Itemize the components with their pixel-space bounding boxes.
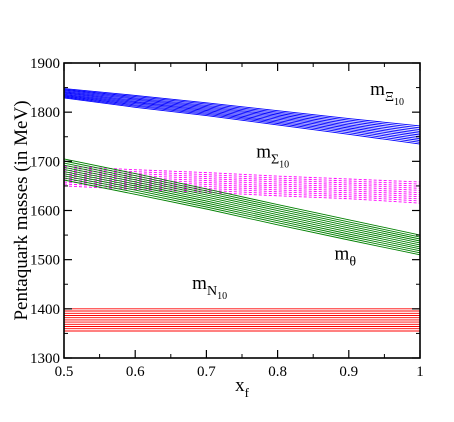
band-0-line [63,88,421,127]
x-tick-label: 0.8 [268,364,287,380]
band-0-line [63,90,421,132]
band-2-line [63,160,421,238]
band-0-line [63,89,421,131]
y-tick-label: 1900 [30,56,60,72]
y-tick-label: 1400 [30,302,60,318]
label-layer: 0.5 0.6 0.7 0.8 0.9 1 1300 1400 1500 1600 1700 1800… [11,56,424,400]
x-tick-label: 0.5 [55,364,74,380]
x-tick-label: 1 [416,364,424,380]
annotation-layer: mΞ10 mΣ10 mθ mN10 [192,79,404,302]
y-tick-label: 1300 [30,351,60,367]
series-label-1: mΣ10 [256,141,289,170]
tick-layer [63,62,421,359]
band-0-line [63,93,421,138]
band-0-line [63,94,421,140]
band-0-line [63,96,421,143]
band-0 [63,88,421,145]
band-1-line [63,165,421,183]
band-2-line [63,175,421,252]
band-2-line [63,171,421,248]
band-0-line [63,92,421,136]
x-axis-title: xf [235,375,250,400]
band-2-line [63,162,421,240]
x-tick-label: 0.7 [197,364,216,380]
band-2-line [63,173,421,250]
series-label-0: mΞ10 [370,79,404,108]
band-3 [64,308,420,332]
y-axis-title: Pentaquark masses (in MeV) [11,100,32,320]
band-1-line [63,173,421,191]
series-label-3: mN10 [192,273,227,302]
series-label-2: mθ [335,244,357,270]
band-0-line [63,89,421,129]
band-2-line [63,158,421,236]
y-tick-label: 1700 [30,154,60,170]
band-2-line [63,164,421,242]
y-tick-label: 1600 [30,204,60,220]
band-2-line [63,168,421,246]
band-1-line [63,185,421,204]
band-1-line [63,175,421,194]
y-tick-label: 1500 [30,253,60,269]
band-1-line [63,179,421,198]
band-2-line [63,179,421,256]
band-0-line [63,97,421,145]
band-2-line [63,166,421,244]
band-1 [63,165,421,204]
band-2 [63,158,421,256]
y-tick-label: 1800 [30,105,60,121]
band-0-line [63,91,421,134]
band-0-line [63,95,421,141]
band-1-line [63,177,421,196]
band-1-line [63,181,421,200]
band-2-line [63,177,421,254]
band-1-line [63,183,421,202]
band-1-line [63,171,421,189]
x-tick-label: 0.9 [339,364,358,380]
band-1-line [63,167,421,185]
x-tick-label: 0.6 [126,364,145,380]
band-layer [63,88,421,332]
band-1-line [63,169,421,187]
